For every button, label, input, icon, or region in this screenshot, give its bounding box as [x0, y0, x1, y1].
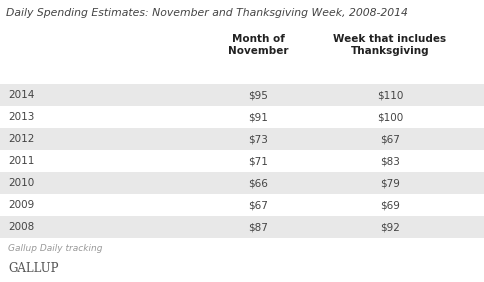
Bar	[0, 216, 484, 238]
Bar	[0, 194, 484, 216]
Text: $79: $79	[380, 178, 400, 188]
Bar	[0, 150, 484, 172]
Text: Daily Spending Estimates: November and Thanksgiving Week, 2008-2014: Daily Spending Estimates: November and T…	[6, 8, 408, 18]
Text: $71: $71	[248, 156, 268, 166]
Text: $87: $87	[248, 222, 268, 232]
Bar	[0, 128, 484, 150]
Text: 2010: 2010	[8, 178, 34, 188]
Text: 2009: 2009	[8, 200, 34, 210]
Text: 2011: 2011	[8, 156, 34, 166]
Text: 2012: 2012	[8, 134, 34, 144]
Text: GALLUP: GALLUP	[8, 262, 59, 275]
Text: $92: $92	[380, 222, 400, 232]
Text: $67: $67	[248, 200, 268, 210]
Text: Month of
November: Month of November	[228, 34, 288, 56]
Text: $66: $66	[248, 178, 268, 188]
Text: Week that includes
Thanksgiving: Week that includes Thanksgiving	[333, 34, 447, 56]
Text: Gallup Daily tracking: Gallup Daily tracking	[8, 244, 103, 253]
Text: $100: $100	[377, 112, 403, 122]
Text: $69: $69	[380, 200, 400, 210]
Text: $91: $91	[248, 112, 268, 122]
Bar	[0, 106, 484, 128]
Text: 2008: 2008	[8, 222, 34, 232]
Bar	[0, 172, 484, 194]
Text: $110: $110	[377, 90, 403, 100]
Text: $67: $67	[380, 134, 400, 144]
Text: $83: $83	[380, 156, 400, 166]
Text: 2013: 2013	[8, 112, 34, 122]
Text: $95: $95	[248, 90, 268, 100]
Text: 2014: 2014	[8, 90, 34, 100]
Bar	[0, 84, 484, 106]
Text: $73: $73	[248, 134, 268, 144]
